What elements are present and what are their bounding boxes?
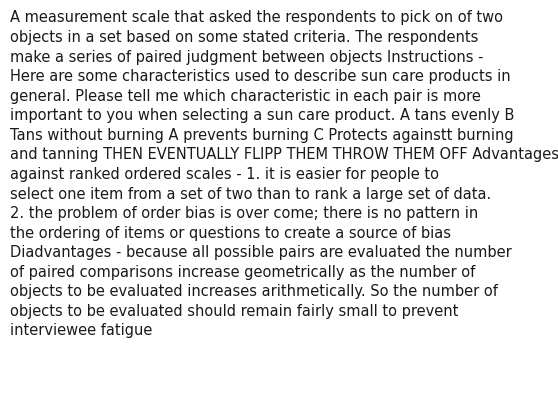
Text: A measurement scale that asked the respondents to pick on of two
objects in a se: A measurement scale that asked the respo… — [10, 10, 558, 339]
